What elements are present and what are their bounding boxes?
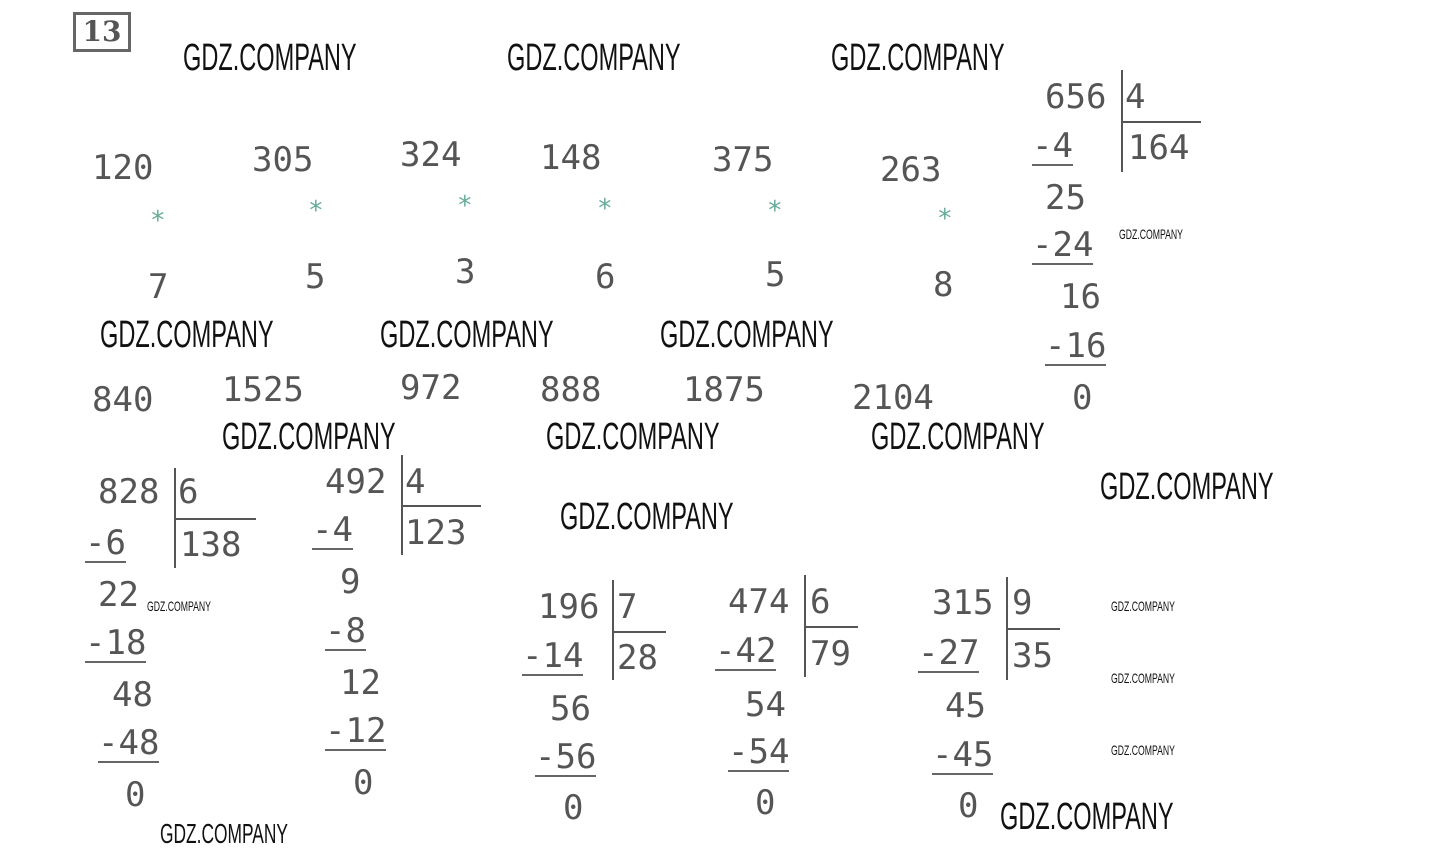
watermark-text: GDZ.COMPANY xyxy=(1111,598,1175,614)
multiply-sign: * xyxy=(937,204,953,234)
dividend: 492 xyxy=(325,462,387,502)
multiply-sign: * xyxy=(150,206,166,236)
subtraction-step: -42 xyxy=(715,631,777,671)
remainder-step: 0 xyxy=(958,786,979,826)
watermark-text: GDZ.COMPANY xyxy=(147,598,211,614)
watermark-text: GDZ.COMPANY xyxy=(1111,670,1175,686)
watermark-text: GDZ.COMPANY xyxy=(660,314,834,356)
subtraction-step: -16 xyxy=(1045,326,1107,366)
multiplicand: 305 xyxy=(252,140,314,180)
remainder-step: 16 xyxy=(1060,277,1101,317)
multiplicand: 375 xyxy=(712,140,774,180)
watermark-text: GDZ.COMPANY xyxy=(831,37,1005,79)
divisor: 7 xyxy=(617,587,638,627)
task-number-badge: 13 xyxy=(73,12,131,52)
quotient: 123 xyxy=(405,513,467,553)
dividend: 474 xyxy=(728,582,790,622)
multiplier: 3 xyxy=(455,252,476,292)
watermark-text: GDZ.COMPANY xyxy=(507,37,681,79)
product: 1525 xyxy=(222,370,304,410)
multiplicand: 324 xyxy=(400,135,462,175)
dividend: 196 xyxy=(538,587,600,627)
dividend: 656 xyxy=(1045,77,1107,117)
division-horizontal-line xyxy=(1121,121,1201,123)
division-horizontal-line xyxy=(1006,628,1060,630)
remainder-step: 25 xyxy=(1045,178,1086,218)
watermark-text: GDZ.COMPANY xyxy=(100,314,274,356)
division-vertical-line xyxy=(612,580,614,680)
remainder-step: 54 xyxy=(745,685,786,725)
dividend: 828 xyxy=(98,472,160,512)
subtraction-step: -24 xyxy=(1032,225,1094,265)
subtraction-step: -8 xyxy=(325,611,366,651)
remainder-step: 12 xyxy=(340,663,381,703)
division-horizontal-line xyxy=(174,518,256,520)
division-horizontal-line xyxy=(612,631,666,633)
watermark-text: GDZ.COMPANY xyxy=(1100,466,1274,508)
watermark-text: GDZ.COMPANY xyxy=(183,37,357,79)
subtraction-step: -54 xyxy=(728,732,790,772)
multiply-sign: * xyxy=(308,196,324,226)
product: 840 xyxy=(92,380,154,420)
subtraction-step: -48 xyxy=(98,723,160,763)
product: 1875 xyxy=(683,370,765,410)
divisor: 9 xyxy=(1012,583,1033,623)
remainder-step: 48 xyxy=(112,675,153,715)
subtraction-step: -14 xyxy=(522,636,584,676)
divisor: 4 xyxy=(1125,77,1146,117)
multiplicand: 148 xyxy=(540,138,602,178)
divisor: 6 xyxy=(178,472,199,512)
watermark-text: GDZ.COMPANY xyxy=(871,416,1045,458)
divisor: 6 xyxy=(810,582,831,622)
remainder-step: 0 xyxy=(563,788,584,828)
remainder-step: 0 xyxy=(1072,378,1093,418)
product: 972 xyxy=(400,368,462,408)
remainder-step: 56 xyxy=(550,689,591,729)
multiplier: 6 xyxy=(595,257,616,297)
watermark-text: GDZ.COMPANY xyxy=(546,416,720,458)
watermark-text: GDZ.COMPANY xyxy=(1119,226,1183,242)
dividend: 315 xyxy=(932,583,994,623)
product: 2104 xyxy=(852,378,934,418)
remainder-step: 22 xyxy=(98,575,139,615)
watermark-text: GDZ.COMPANY xyxy=(1111,742,1175,758)
quotient: 35 xyxy=(1012,636,1053,676)
division-horizontal-line xyxy=(804,626,858,628)
watermark-text: GDZ.COMPANY xyxy=(160,818,288,849)
subtraction-step: -6 xyxy=(85,523,126,563)
multiplier: 5 xyxy=(765,255,786,295)
multiplicand: 263 xyxy=(880,150,942,190)
remainder-step: 9 xyxy=(340,562,361,602)
quotient: 28 xyxy=(617,638,658,678)
multiplier: 5 xyxy=(305,257,326,297)
remainder-step: 45 xyxy=(945,686,986,726)
multiply-sign: * xyxy=(457,191,473,221)
multiplicand: 120 xyxy=(92,148,154,188)
remainder-step: 0 xyxy=(755,783,776,823)
subtraction-step: -56 xyxy=(535,737,597,777)
remainder-step: 0 xyxy=(353,763,374,803)
multiply-sign: * xyxy=(597,194,613,224)
watermark-text: GDZ.COMPANY xyxy=(1000,796,1174,838)
multiply-sign: * xyxy=(767,196,783,226)
subtraction-step: -4 xyxy=(312,510,353,550)
product: 888 xyxy=(540,370,602,410)
quotient: 164 xyxy=(1128,128,1190,168)
remainder-step: 0 xyxy=(125,775,146,815)
quotient: 138 xyxy=(180,525,242,565)
multiplier: 7 xyxy=(148,267,169,307)
quotient: 79 xyxy=(810,634,851,674)
multiplier: 8 xyxy=(933,265,954,305)
subtraction-step: -45 xyxy=(932,735,994,775)
watermark-text: GDZ.COMPANY xyxy=(380,314,554,356)
subtraction-step: -18 xyxy=(85,623,147,663)
divisor: 4 xyxy=(405,462,426,502)
subtraction-step: -4 xyxy=(1032,126,1073,166)
subtraction-step: -12 xyxy=(325,711,387,751)
watermark-text: GDZ.COMPANY xyxy=(560,496,734,538)
subtraction-step: -27 xyxy=(918,633,980,673)
division-horizontal-line xyxy=(401,505,481,507)
watermark-text: GDZ.COMPANY xyxy=(222,416,396,458)
